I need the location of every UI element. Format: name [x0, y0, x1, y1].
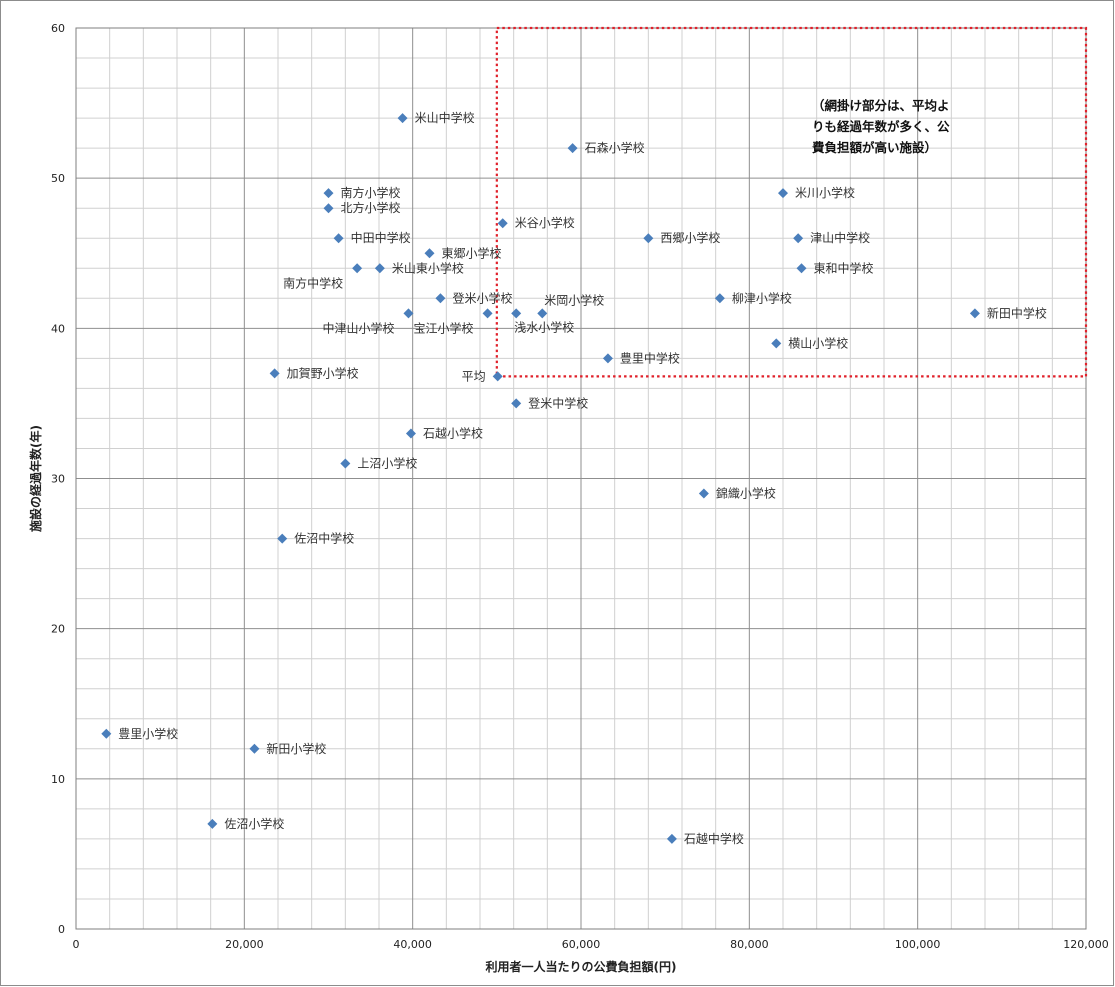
x-tick-label: 0 [73, 938, 80, 951]
y-tick-label: 20 [51, 623, 65, 636]
x-axis-title: 利用者一人当たりの公費負担額(円) [486, 959, 677, 974]
y-tick-label: 50 [51, 172, 65, 185]
data-point-label: 登米中学校 [528, 395, 588, 410]
x-tick-label: 40,000 [393, 938, 432, 951]
data-point [249, 743, 260, 754]
data-point-label: 新田中学校 [987, 305, 1047, 320]
data-point [397, 113, 408, 124]
data-point-label: 米谷小学校 [515, 215, 575, 230]
data-point-label: 北方小学校 [341, 200, 401, 215]
x-tick-label: 60,000 [562, 938, 601, 951]
data-point-label: 米川小学校 [795, 185, 855, 200]
data-point-label: 中田中学校 [351, 230, 411, 245]
data-point-label: 平均 [462, 369, 486, 383]
data-point [277, 533, 288, 544]
data-point [492, 371, 503, 382]
data-point [403, 308, 414, 319]
data-point-label: 石森小学校 [585, 140, 645, 155]
data-point [602, 353, 613, 364]
data-point [323, 188, 334, 199]
data-points [101, 113, 980, 844]
data-point [340, 458, 351, 469]
data-point [374, 263, 385, 274]
data-point-label: 南方中学校 [283, 275, 343, 290]
data-point [567, 143, 578, 154]
data-point [435, 293, 446, 304]
y-tick-label: 60 [51, 22, 65, 35]
data-point [424, 248, 435, 259]
x-tick-label: 80,000 [730, 938, 769, 951]
data-point [698, 488, 709, 499]
y-tick-label: 10 [51, 773, 65, 786]
data-point-label: 加賀野小学校 [287, 365, 359, 380]
data-point-label: 宝江小学校 [414, 320, 474, 335]
data-point [537, 308, 548, 319]
major-gridlines [75, 27, 1087, 930]
data-point-label: 南方小学校 [341, 185, 401, 200]
data-point-label: 豊里中学校 [620, 350, 680, 365]
y-tick-label: 30 [51, 473, 65, 486]
data-point [714, 293, 725, 304]
data-point [101, 728, 112, 739]
annotation-line: （網掛け部分は、平均よ [812, 98, 950, 113]
data-point [778, 188, 788, 199]
data-point [269, 368, 280, 379]
data-point-label: 東郷小学校 [442, 245, 502, 260]
data-point [352, 263, 363, 274]
data-point [666, 833, 677, 844]
data-point [497, 218, 508, 229]
y-tick-label: 40 [51, 322, 65, 335]
data-point [323, 203, 334, 214]
data-point-label: 米山東小学校 [392, 260, 464, 275]
data-point-label: 米山中学校 [415, 110, 475, 125]
data-point-label: 西郷小学校 [660, 230, 720, 245]
data-point-label: 米岡小学校 [544, 292, 604, 307]
x-axis-ticks: 0 20,000 40,000 60,000 80,000 100,000 120,000 [73, 938, 1109, 951]
highlight-region-box [495, 26, 1088, 378]
x-tick-label: 20,000 [225, 938, 264, 951]
data-point [511, 398, 522, 409]
data-point-label: 横山小学校 [788, 335, 848, 350]
data-point-label: 登米小学校 [452, 290, 512, 305]
data-point [482, 308, 493, 319]
data-point [796, 263, 807, 274]
data-point [771, 338, 782, 349]
data-point-label: 佐沼中学校 [294, 531, 354, 546]
data-point-label: 石越中学校 [684, 831, 744, 846]
data-point-label: 石越小学校 [423, 425, 483, 440]
y-axis-ticks: 0 10 20 30 40 50 60 [51, 22, 65, 936]
data-point-label: 中津山小学校 [322, 320, 394, 335]
y-axis-title: 施設の経過年数(年) [28, 425, 43, 532]
data-point [333, 233, 344, 244]
data-point-label: 豊里小学校 [118, 726, 178, 741]
y-tick-label: 0 [58, 923, 65, 936]
data-point [793, 233, 804, 244]
data-point [969, 308, 980, 319]
x-tick-label: 100,000 [895, 938, 941, 951]
data-point [405, 428, 416, 439]
annotation-line: 費負担額が高い施設） [812, 140, 937, 155]
data-point [643, 233, 654, 244]
data-point-label: 津山中学校 [810, 230, 870, 245]
annotation-line: りも経過年数が多く、公 [812, 119, 950, 134]
data-point-label: 東和中学校 [814, 260, 874, 275]
data-point-label: 浅水小学校 [514, 319, 574, 334]
data-point-label: 柳津小学校 [732, 290, 792, 305]
data-point-label: 新田小学校 [266, 741, 326, 756]
data-point-label: 上沼小学校 [357, 455, 417, 470]
data-point [207, 818, 218, 829]
x-tick-label: 120,000 [1063, 938, 1109, 951]
data-point-label: 佐沼小学校 [224, 816, 284, 831]
data-point-label: 錦織小学校 [716, 486, 776, 501]
data-point [511, 308, 522, 319]
